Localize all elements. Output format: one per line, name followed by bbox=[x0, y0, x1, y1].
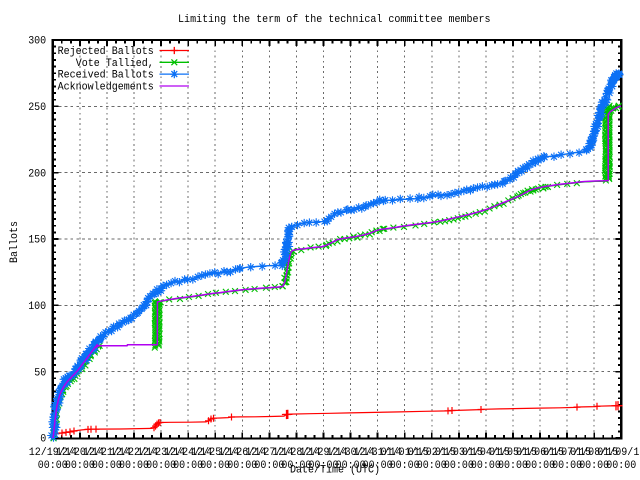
svg-text:01/04/15: 01/04/15 bbox=[462, 447, 510, 459]
svg-text:00:00: 00:00 bbox=[336, 460, 366, 472]
svg-text:00:00: 00:00 bbox=[119, 460, 149, 472]
svg-text:12/29/14: 12/29/14 bbox=[299, 447, 347, 459]
svg-text:12/28/14: 12/28/14 bbox=[272, 447, 320, 459]
svg-text:01/05/15: 01/05/15 bbox=[489, 447, 537, 459]
svg-text:01/08/15: 01/08/15 bbox=[570, 447, 618, 459]
svg-text:00:00: 00:00 bbox=[498, 460, 528, 472]
svg-text:00:00: 00:00 bbox=[227, 460, 257, 472]
svg-text:Acknowledgements: Acknowledgements bbox=[58, 82, 154, 94]
svg-text:12/31/14: 12/31/14 bbox=[354, 447, 402, 459]
svg-text:00:00: 00:00 bbox=[552, 460, 582, 472]
svg-text:12/19/14: 12/19/14 bbox=[29, 447, 77, 459]
svg-text:Limiting the term of the techn: Limiting the term of the technical commi… bbox=[178, 14, 491, 26]
svg-text:12/30/14: 12/30/14 bbox=[327, 447, 375, 459]
svg-text:00:00: 00:00 bbox=[525, 460, 555, 472]
svg-text:0: 0 bbox=[40, 434, 46, 446]
svg-text:00:00: 00:00 bbox=[200, 460, 230, 472]
svg-text:Ballots: Ballots bbox=[9, 221, 21, 263]
svg-text:00:00: 00:00 bbox=[38, 460, 68, 472]
svg-text:00:00: 00:00 bbox=[417, 460, 447, 472]
svg-text:Vote Tallied,: Vote Tallied, bbox=[76, 58, 154, 70]
svg-text:12/25/14: 12/25/14 bbox=[191, 447, 239, 459]
svg-text:300: 300 bbox=[28, 36, 46, 48]
svg-text:12/21/14: 12/21/14 bbox=[83, 447, 131, 459]
svg-text:12/23/14: 12/23/14 bbox=[137, 447, 185, 459]
svg-text:12/26/14: 12/26/14 bbox=[218, 447, 266, 459]
svg-text:12/24/14: 12/24/14 bbox=[164, 447, 212, 459]
svg-text:Date/Time (UTC): Date/Time (UTC) bbox=[290, 465, 380, 477]
svg-text:00:00: 00:00 bbox=[390, 460, 420, 472]
svg-text:50: 50 bbox=[34, 367, 46, 379]
svg-text:00:00: 00:00 bbox=[471, 460, 501, 472]
svg-text:200: 200 bbox=[28, 168, 46, 180]
svg-text:Received Ballots: Received Ballots bbox=[58, 70, 154, 82]
svg-text:01/03/15: 01/03/15 bbox=[435, 447, 483, 459]
svg-text:100: 100 bbox=[28, 301, 46, 313]
svg-text:12/20/14: 12/20/14 bbox=[56, 447, 104, 459]
svg-text:01/09/15: 01/09/15 bbox=[597, 447, 640, 459]
svg-text:00:00: 00:00 bbox=[444, 460, 474, 472]
svg-text:00:00: 00:00 bbox=[254, 460, 284, 472]
svg-text:00:00: 00:00 bbox=[65, 460, 95, 472]
svg-text:00:00: 00:00 bbox=[281, 460, 311, 472]
svg-text:12/27/14: 12/27/14 bbox=[245, 447, 293, 459]
svg-text:12/22/14: 12/22/14 bbox=[110, 447, 158, 459]
svg-text:01/06/15: 01/06/15 bbox=[516, 447, 564, 459]
svg-text:01/01/15: 01/01/15 bbox=[381, 447, 429, 459]
svg-text:00:00: 00:00 bbox=[309, 460, 339, 472]
svg-text:00:00: 00:00 bbox=[363, 460, 393, 472]
svg-text:150: 150 bbox=[28, 235, 46, 247]
svg-text:01/02/15: 01/02/15 bbox=[408, 447, 456, 459]
svg-text:00:00: 00:00 bbox=[92, 460, 122, 472]
svg-text:00:00: 00:00 bbox=[173, 460, 203, 472]
svg-text:01/07/15: 01/07/15 bbox=[543, 447, 591, 459]
svg-text:00:00: 00:00 bbox=[606, 460, 636, 472]
svg-text:250: 250 bbox=[28, 102, 46, 114]
svg-text:00:00: 00:00 bbox=[579, 460, 609, 472]
svg-text:Rejected Ballots: Rejected Ballots bbox=[58, 46, 154, 58]
svg-text:00:00: 00:00 bbox=[146, 460, 176, 472]
